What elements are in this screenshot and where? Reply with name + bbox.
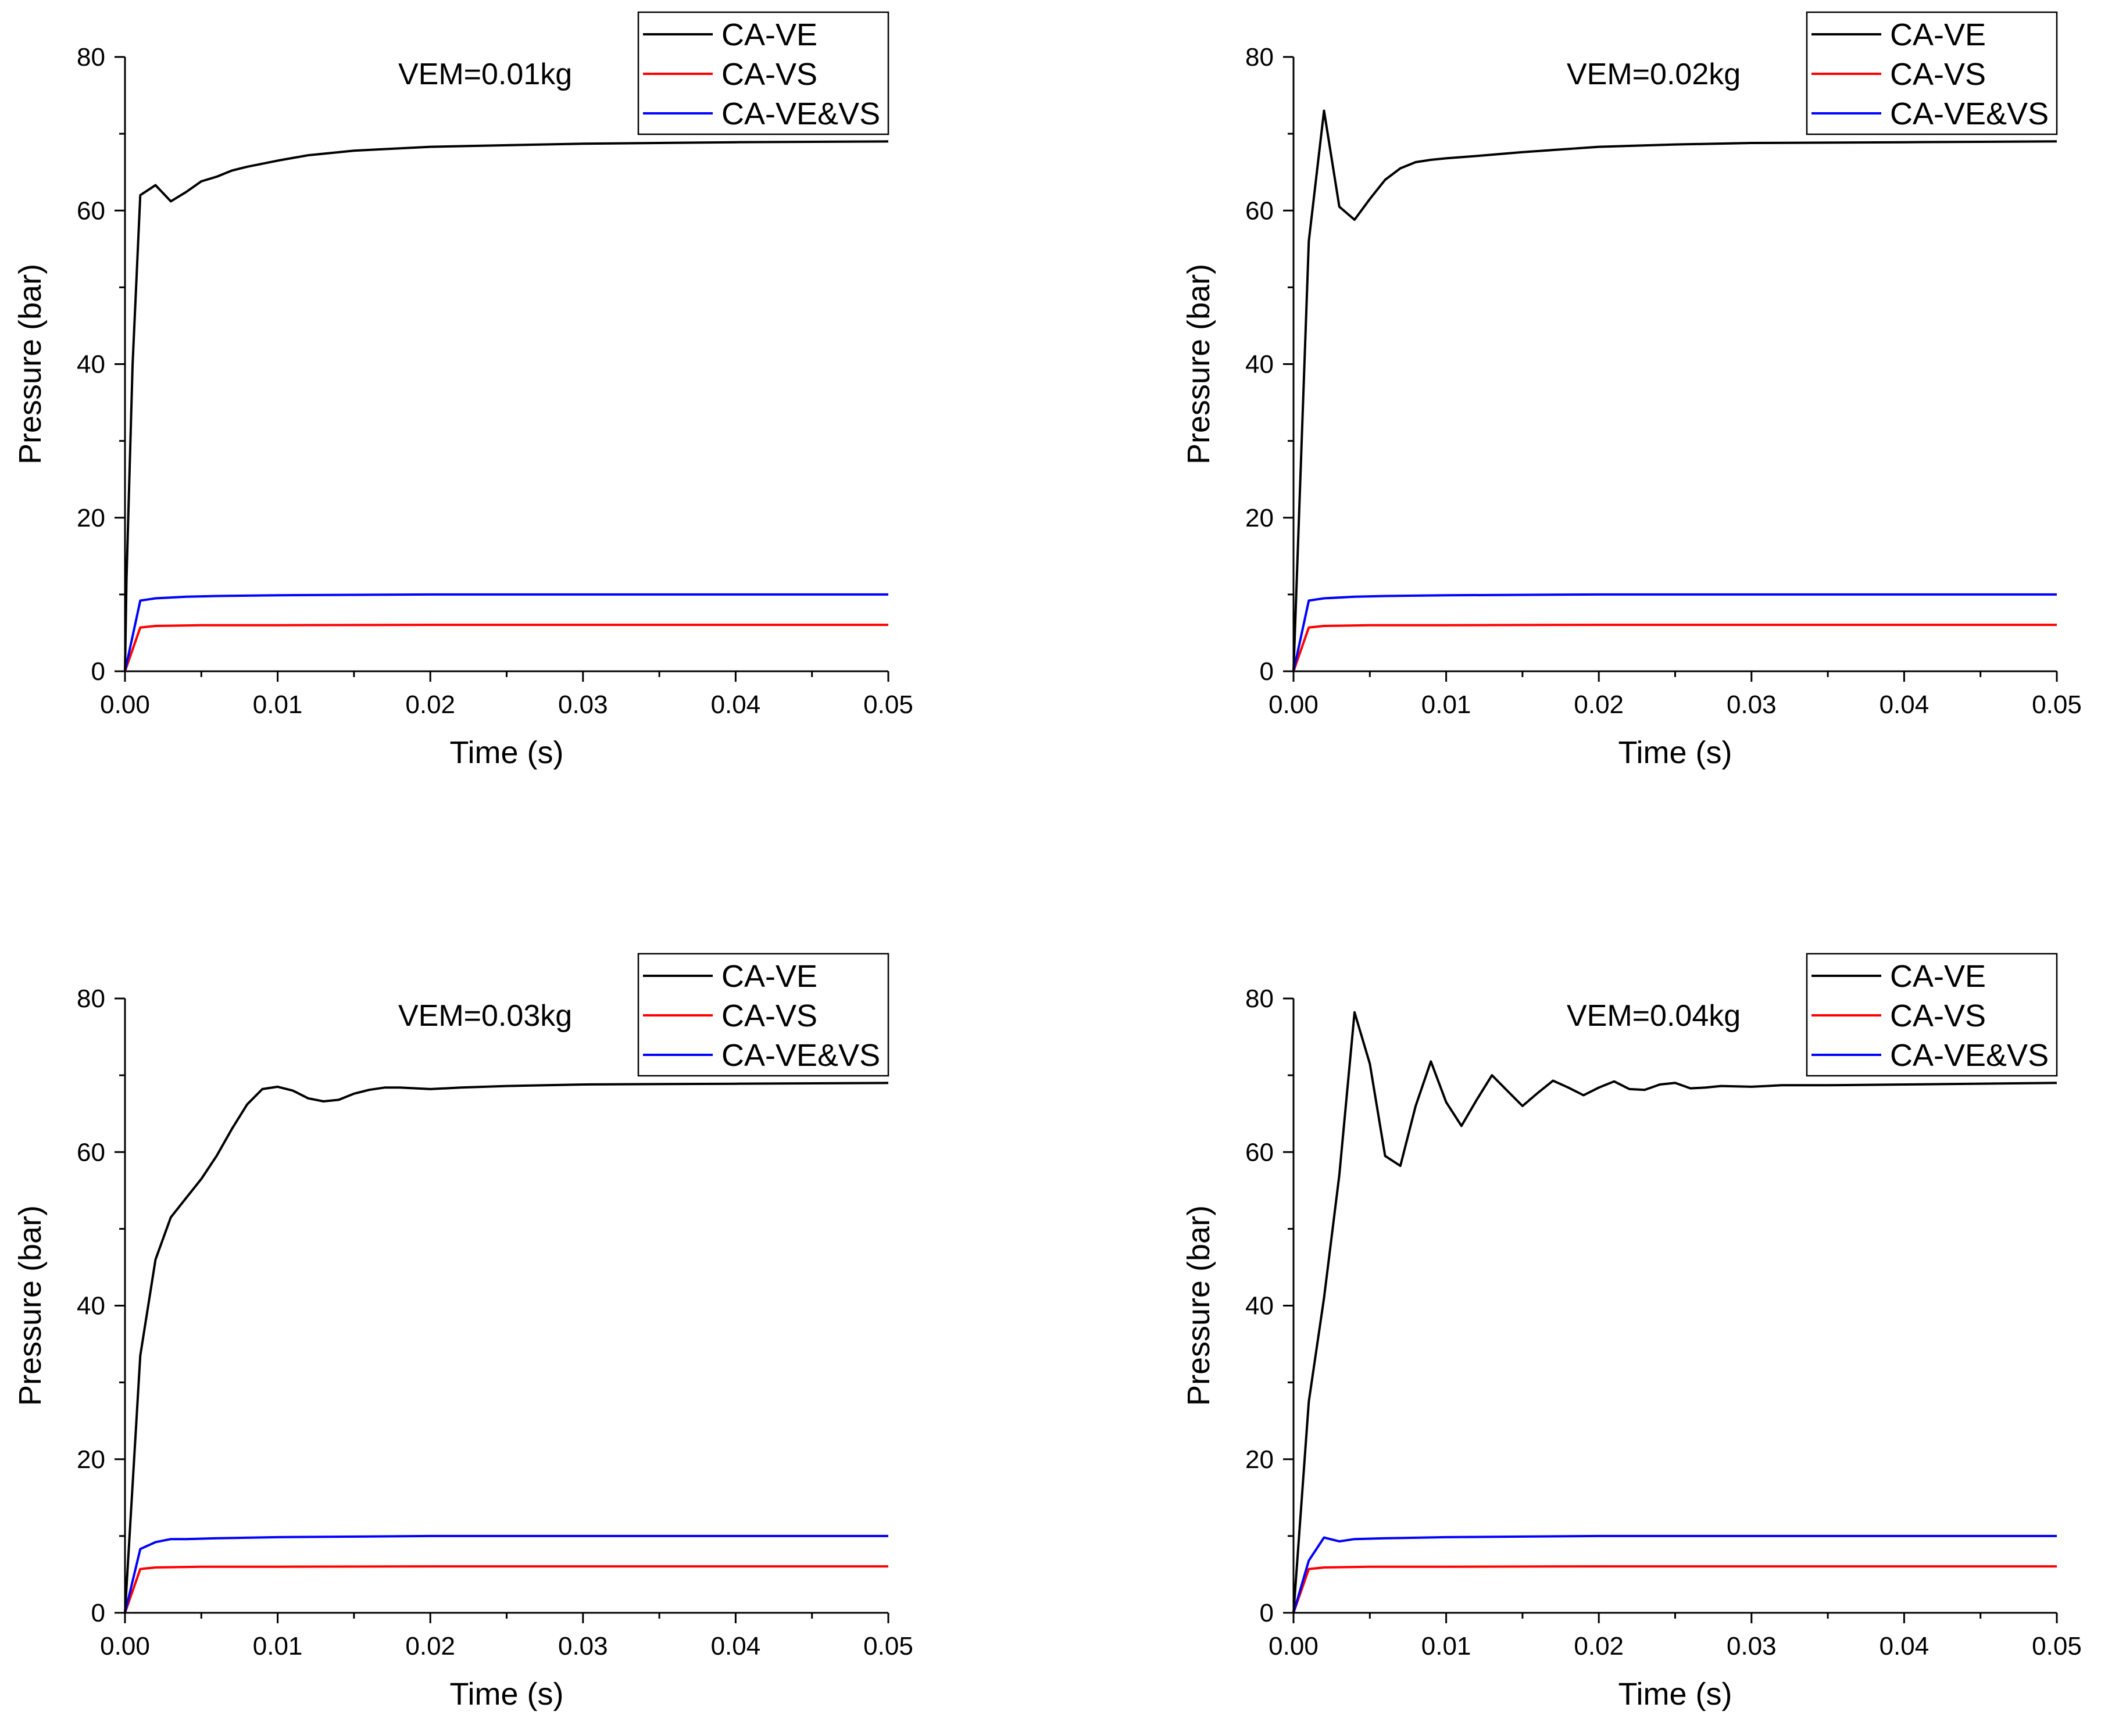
series-line-ca-ve [124,1082,889,1613]
y-tick-label: 80 [1245,985,1274,1013]
series-line-ca-vs [124,624,888,672]
series-line-ca-ve-and-vs [124,1534,888,1613]
x-axis-title: Time (s) [1618,1677,1732,1712]
series-line-ca-ve [124,140,889,672]
y-tick-label: 40 [77,1292,105,1320]
series-line-ca-ve-and-vs [124,593,888,672]
legend-label: CA-VE [1890,17,1986,52]
legend-label: CA-VS [1890,57,1986,92]
y-tick-label: 60 [1245,196,1274,225]
y-tick-label: 60 [1245,1138,1274,1166]
x-tick-label: 0.04 [711,690,761,719]
vem-annotation: VEM=0.02kg [1567,58,1741,91]
legend-label: CA-VS [721,57,817,92]
legend-label: CA-VE [721,17,817,52]
x-tick-label: 0.03 [1727,690,1777,719]
vem-annotation: VEM=0.04kg [1567,999,1741,1033]
y-tick-label: 20 [1245,1445,1274,1474]
x-tick-label: 0.03 [558,690,608,719]
x-axis-title: Time (s) [450,735,564,770]
y-tick-label: 0 [91,1599,105,1627]
y-tick-label: 80 [77,43,105,71]
x-tick-label: 0.02 [1574,690,1624,719]
y-tick-label: 20 [77,1445,105,1474]
series-line-ca-vs [1292,624,2057,672]
x-tick-label: 0.03 [558,1632,608,1660]
legend-label: CA-VS [721,998,817,1033]
legend-label: CA-VE&VS [721,96,880,131]
y-tick-label: 0 [91,657,105,686]
y-axis-title: Pressure (bar) [1181,264,1216,464]
x-tick-label: 0.00 [1269,690,1319,719]
vem-annotation: VEM=0.01kg [398,58,572,91]
x-tick-label: 0.02 [1574,1632,1624,1660]
chart-panel-2: 0 20 40 60 80 0.00 0.01 0.02 0.03 0.04 0.05 Time (s… [1181,11,2082,770]
x-tick-label: 0.01 [253,1632,303,1660]
y-tick-label: 40 [77,350,105,379]
x-tick-label: 0.04 [1880,690,1930,719]
x-axis-title: Time (s) [450,1677,564,1712]
x-tick-label: 0.04 [1880,1632,1930,1660]
x-axis-title: Time (s) [1618,735,1732,770]
series-line-ca-ve [1292,1011,2057,1613]
x-tick-label: 0.00 [1269,1632,1319,1660]
legend-label: CA-VE [721,959,817,994]
legend-label: CA-VE&VS [1890,96,2049,131]
series-line-ca-ve [1292,109,2057,672]
x-tick-label: 0.00 [100,1632,150,1660]
legend-label: CA-VE [1890,959,1986,994]
series-line-ca-ve-and-vs [1292,1534,2057,1613]
y-tick-label: 40 [1245,350,1274,379]
x-tick-label: 0.05 [863,690,913,719]
x-tick-label: 0.01 [1421,690,1471,719]
legend-label: CA-VE&VS [1890,1038,2049,1073]
series-line-ca-vs [124,1565,888,1613]
y-tick-label: 60 [77,1138,105,1166]
y-axis-title: Pressure (bar) [13,1205,48,1406]
x-tick-label: 0.01 [253,690,303,719]
y-tick-label: 60 [77,196,105,225]
series-line-ca-vs [1292,1565,2057,1613]
x-tick-label: 0.05 [2032,690,2082,719]
x-tick-label: 0.03 [1727,1632,1777,1660]
y-tick-label: 80 [1245,43,1274,71]
chart-panel-3: 0 20 40 60 80 0.00 0.01 0.02 0.03 0.04 0.05 Time (s… [13,953,913,1712]
x-tick-label: 0.02 [405,690,455,719]
x-tick-label: 0.01 [1421,1632,1471,1660]
y-tick-label: 40 [1245,1292,1274,1320]
x-tick-label: 0.04 [711,1632,761,1660]
vem-annotation: VEM=0.03kg [398,999,572,1033]
chart-panel-4: 0 20 40 60 80 0.00 0.01 0.02 0.03 0.04 0.05 Time (s… [1181,953,2082,1712]
y-tick-label: 20 [1245,504,1274,532]
legend-label: CA-VE&VS [721,1038,880,1073]
x-tick-label: 0.00 [100,690,150,719]
y-tick-label: 80 [77,985,105,1013]
x-tick-label: 0.02 [405,1632,455,1660]
legend-label: CA-VS [1890,998,1986,1033]
x-tick-label: 0.05 [863,1632,913,1660]
y-axis-title: Pressure (bar) [1181,1205,1216,1406]
y-tick-label: 0 [1260,657,1274,686]
series-line-ca-ve-and-vs [1292,593,2057,672]
y-tick-label: 0 [1260,1599,1274,1627]
y-axis-title: Pressure (bar) [13,264,48,464]
chart-panel-1: 0 20 40 60 80 0.00 0.01 0.02 0.03 0.04 0.05 Time (s… [13,11,913,770]
y-tick-label: 20 [77,504,105,532]
x-tick-label: 0.05 [2032,1632,2082,1660]
